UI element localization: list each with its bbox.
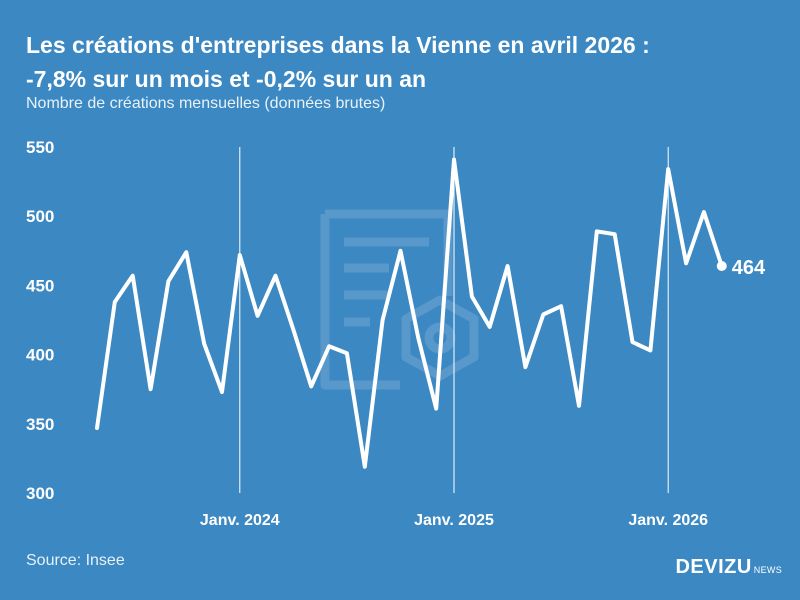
- y-tick-label: 550: [26, 138, 54, 157]
- y-tick-label: 350: [26, 415, 54, 434]
- y-axis: 550 500 450 400 350 300: [26, 138, 54, 503]
- chart-title: Les créations d'entreprises dans la Vien…: [26, 28, 786, 96]
- brand-name: DEVIZU: [675, 556, 752, 578]
- series-line: [95, 157, 724, 469]
- chart-subtitle: Nombre de créations mensuelles (données …: [26, 95, 386, 112]
- title-line-2: -7,8% sur un mois et -0,2% sur un an: [26, 66, 427, 92]
- watermark-frame: [325, 209, 453, 296]
- x-tick-label: Janv. 2026: [628, 512, 708, 529]
- end-point-marker: [716, 261, 727, 272]
- x-axis: Janv. 2024 Janv. 2025 Janv. 2026: [200, 512, 708, 529]
- title-line-1: Les créations d'entreprises dans la Vien…: [26, 32, 650, 58]
- vertical-gridlines: [239, 147, 669, 493]
- x-tick-label: Janv. 2025: [414, 512, 494, 529]
- brand-logo: DEVIZU NEWS: [675, 556, 782, 579]
- series-line-group: 464: [95, 157, 766, 469]
- source-note: Source: Insee: [26, 552, 125, 569]
- end-value-label: 464: [732, 257, 766, 279]
- brand-suffix: NEWS: [753, 565, 782, 575]
- y-tick-label: 400: [26, 346, 54, 365]
- y-tick-label: 450: [26, 276, 54, 295]
- y-tick-label: 300: [26, 484, 54, 503]
- y-tick-label: 500: [26, 207, 54, 226]
- x-tick-label: Janv. 2024: [200, 512, 280, 529]
